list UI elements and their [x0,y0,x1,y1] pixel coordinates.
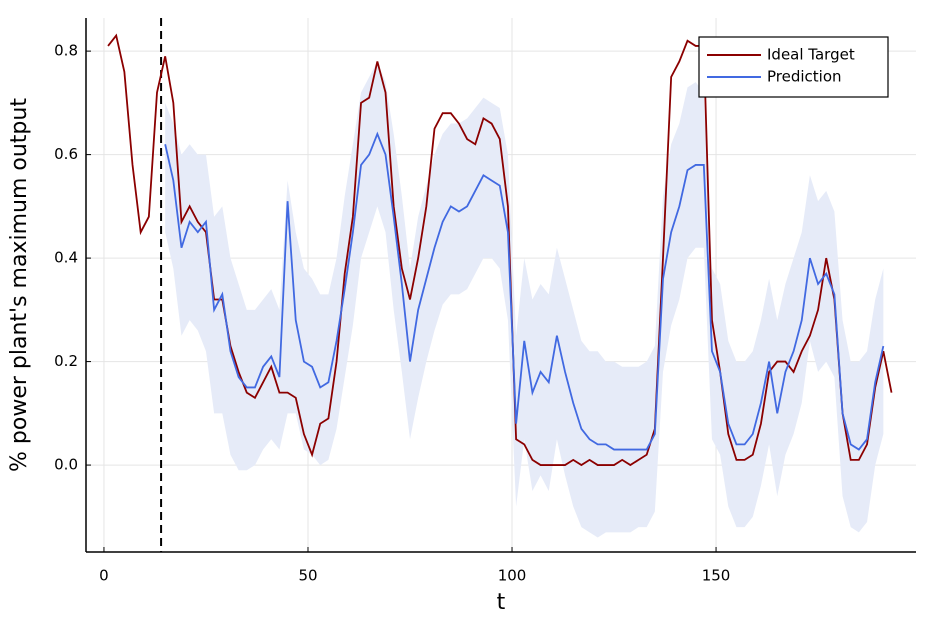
y-axis-label: % power plant's maximum output [7,98,32,472]
y-tick-label: 0.8 [54,42,78,60]
y-tick-label: 0.6 [54,145,78,163]
legend-label: Ideal Target [767,46,855,64]
x-tick-label: 50 [298,567,317,585]
series-line [164,131,885,451]
legend-box [698,36,889,98]
y-tick-label: 0.0 [54,456,78,474]
legend-label: Prediction [767,68,842,86]
uncertainty-band [165,61,884,538]
x-tick-label: 0 [99,567,109,585]
x-axis-label: t [497,590,506,615]
x-tick-label: 100 [498,567,527,585]
x-tick-label: 150 [702,567,731,585]
series-line [107,33,893,467]
y-tick-label: 0.4 [54,249,78,267]
y-tick-label: 0.2 [54,352,78,370]
